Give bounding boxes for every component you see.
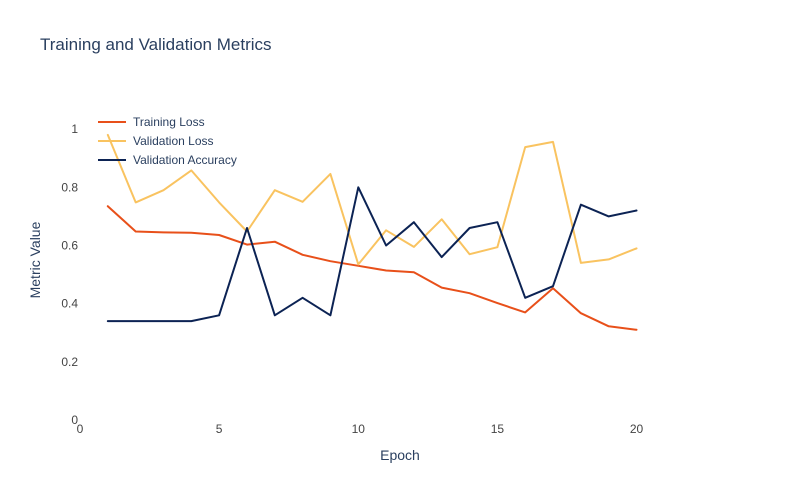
x-tick-label: 20 bbox=[630, 422, 644, 436]
series-line-validation-accuracy bbox=[106, 186, 638, 323]
y-tick-label: 0 bbox=[71, 413, 78, 427]
chart-title: Training and Validation Metrics bbox=[40, 35, 272, 54]
legend-label: Validation Accuracy bbox=[133, 153, 237, 167]
series-lines bbox=[106, 133, 638, 331]
legend-label: Validation Loss bbox=[133, 134, 214, 148]
y-tick-label: 0.8 bbox=[61, 180, 78, 194]
legend-item[interactable]: Training Loss bbox=[98, 115, 205, 129]
x-tick-label: 10 bbox=[352, 422, 366, 436]
series-line-training-loss bbox=[106, 205, 638, 331]
y-axis-title: Metric Value bbox=[27, 221, 43, 298]
legend[interactable]: Training Loss Validation Loss Validation A… bbox=[98, 115, 237, 167]
x-axis-ticks: 0 5 10 15 20 bbox=[77, 422, 644, 436]
x-tick-label: 5 bbox=[216, 422, 223, 436]
y-axis-ticks: 0 0.2 0.4 0.6 0.8 1 bbox=[61, 122, 78, 427]
legend-item[interactable]: Validation Accuracy bbox=[98, 153, 237, 167]
x-tick-label: 15 bbox=[491, 422, 505, 436]
y-tick-label: 0.2 bbox=[61, 355, 78, 369]
y-tick-label: 0.6 bbox=[61, 238, 78, 252]
x-axis-title: Epoch bbox=[380, 447, 420, 463]
legend-item[interactable]: Validation Loss bbox=[98, 134, 214, 148]
y-tick-label: 0.4 bbox=[61, 297, 78, 311]
x-tick-label: 0 bbox=[77, 422, 84, 436]
y-tick-label: 1 bbox=[71, 122, 78, 136]
legend-label: Training Loss bbox=[133, 115, 205, 129]
series-line-validation-loss bbox=[106, 133, 638, 266]
